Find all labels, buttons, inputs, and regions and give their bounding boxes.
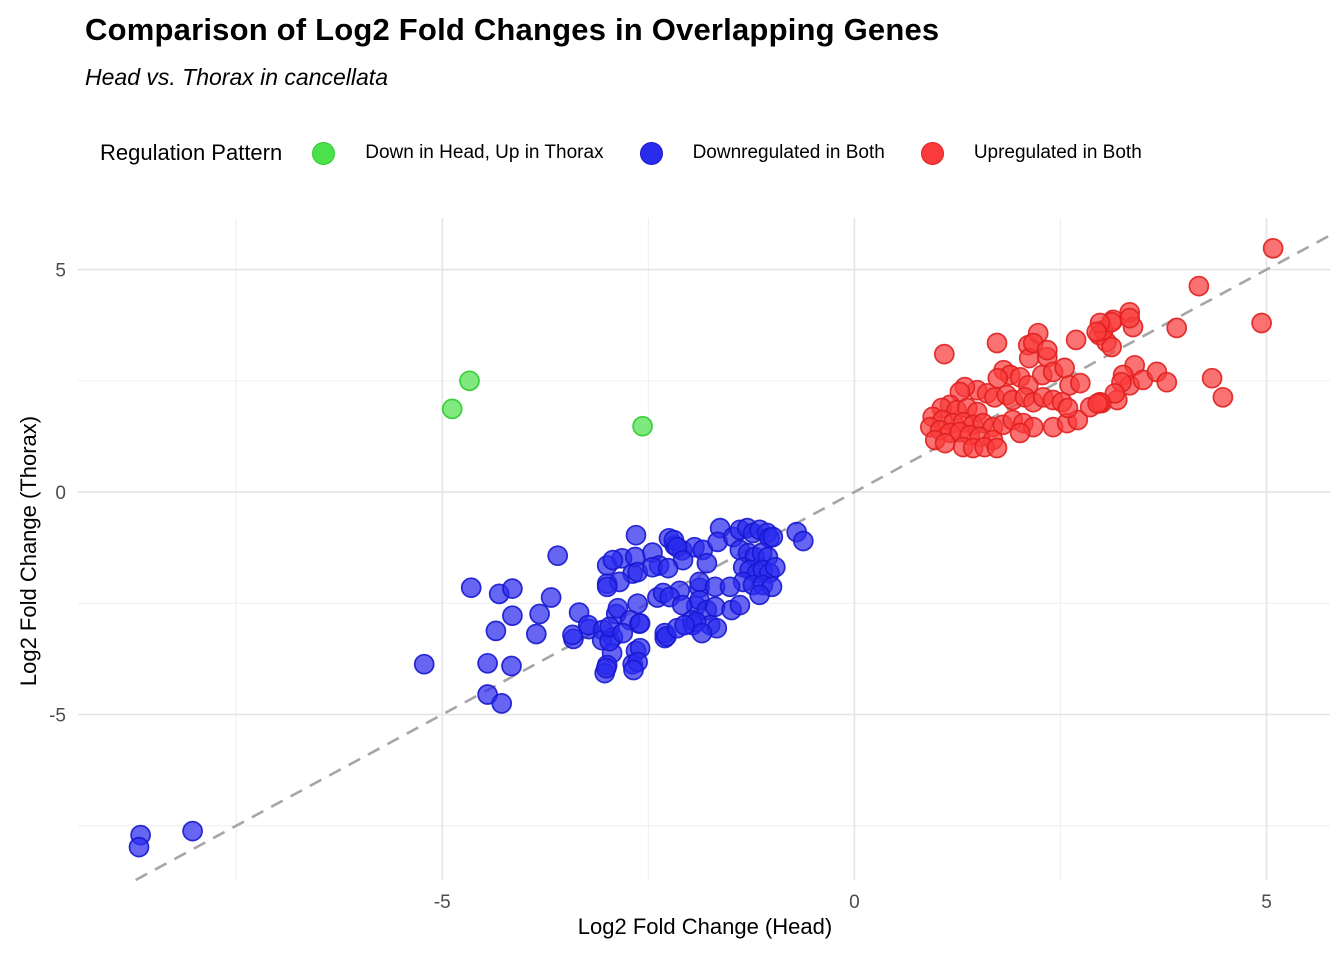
data-point	[529, 603, 550, 625]
y-axis-title: Log2 Fold Change (Thorax)	[16, 415, 41, 687]
legend-item-label: Down in Head, Up in Thorax	[365, 142, 604, 163]
data-point	[485, 620, 507, 642]
data-point	[674, 614, 695, 636]
red-legend-dot-icon	[920, 141, 944, 165]
data-point	[1262, 237, 1284, 259]
data-point	[562, 624, 583, 646]
data-point	[502, 578, 523, 599]
data-point	[477, 652, 498, 674]
data-point	[719, 576, 741, 598]
data-point	[632, 415, 653, 437]
series-downregulated-in-both	[128, 517, 814, 858]
data-point	[413, 653, 435, 675]
data-point	[1054, 357, 1075, 379]
data-point	[547, 545, 569, 567]
data-point	[1251, 312, 1272, 334]
data-point	[1065, 329, 1087, 351]
data-point	[934, 432, 956, 454]
data-point	[596, 576, 618, 598]
legend-item-upregulated-both: Upregulated in Both	[920, 141, 1142, 165]
data-point	[933, 343, 955, 365]
legend-item-label: Downregulated in Both	[692, 142, 885, 163]
data-point	[1087, 393, 1108, 414]
data-point	[986, 332, 1008, 354]
data-point	[128, 836, 150, 858]
chart-subtitle: Head vs. Thorax in cancellata	[85, 64, 388, 90]
legend-item-label: Upregulated in Both	[973, 142, 1142, 163]
data-point	[612, 622, 634, 644]
series-upregulated-in-both	[919, 237, 1284, 459]
data-point	[1036, 339, 1058, 361]
data-point	[607, 597, 629, 619]
data-point	[623, 659, 644, 681]
data-point	[764, 556, 786, 578]
data-point	[729, 594, 751, 616]
data-point	[1009, 422, 1031, 444]
data-point	[1057, 397, 1079, 419]
data-point	[1212, 386, 1234, 408]
data-point	[1188, 275, 1210, 297]
legend-item-down-head-up-thorax: Down in Head, Up in Thorax	[312, 141, 604, 165]
data-point	[1166, 317, 1188, 339]
data-point	[629, 612, 651, 634]
data-point	[1156, 371, 1178, 393]
data-point	[602, 549, 624, 571]
legend-item-downregulated-both: Downregulated in Both	[639, 141, 885, 165]
data-point	[182, 820, 203, 842]
data-point	[460, 577, 482, 599]
data-point	[696, 552, 718, 574]
data-point	[1101, 336, 1122, 358]
data-point	[1069, 372, 1091, 394]
x-axis-title: Log2 Fold Change (Head)	[577, 914, 833, 939]
data-point	[986, 437, 1008, 459]
data-point	[595, 657, 617, 679]
legend-title: Regulation Pattern	[100, 140, 283, 165]
data-point	[1201, 367, 1223, 389]
data-point	[491, 693, 513, 714]
data-point	[441, 398, 463, 420]
page-title: Comparison of Log2 Fold Changes in Overl…	[85, 12, 940, 47]
legend: Regulation Pattern Down in Head, Up in T…	[100, 134, 1178, 172]
x-tick-label: -5	[434, 892, 451, 913]
data-point	[1119, 307, 1141, 329]
data-point	[749, 584, 770, 606]
data-point	[625, 524, 647, 546]
y-tick-label: 5	[55, 261, 66, 282]
data-point	[525, 623, 547, 645]
data-point	[540, 587, 562, 608]
green-legend-dot-icon	[312, 141, 336, 165]
data-point	[704, 596, 726, 618]
identity-line	[135, 234, 1331, 882]
data-point	[762, 526, 784, 548]
data-point	[502, 605, 523, 627]
y-tick-label: 0	[55, 483, 66, 504]
data-point	[1104, 382, 1126, 404]
data-point	[501, 655, 522, 677]
series-down-in-head-up-in-thorax	[441, 370, 653, 437]
data-point	[792, 530, 814, 552]
x-tick-label: 5	[1261, 892, 1272, 913]
data-point	[691, 622, 713, 644]
data-point	[657, 557, 679, 579]
x-tick-label: 0	[849, 892, 860, 913]
blue-legend-dot-icon	[639, 141, 663, 165]
data-point	[459, 370, 480, 392]
y-tick-label: -5	[49, 706, 66, 727]
data-point	[1086, 321, 1108, 343]
